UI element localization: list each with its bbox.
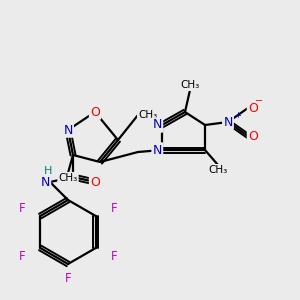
Text: F: F: [111, 202, 117, 214]
Text: +: +: [234, 111, 241, 120]
Text: O: O: [248, 130, 258, 142]
Text: H: H: [44, 166, 52, 176]
Text: N: N: [40, 176, 50, 188]
Text: CH₃: CH₃: [138, 110, 157, 120]
Text: O: O: [90, 176, 100, 188]
Text: F: F: [19, 250, 25, 262]
Text: CH₃: CH₃: [208, 165, 228, 175]
Text: O: O: [248, 101, 258, 115]
Text: N: N: [63, 124, 73, 136]
Text: F: F: [19, 202, 25, 214]
Text: O: O: [90, 106, 100, 118]
Text: N: N: [153, 143, 162, 157]
Text: N: N: [153, 118, 162, 131]
Text: N: N: [223, 116, 233, 128]
Text: CH₃: CH₃: [180, 80, 200, 90]
Text: F: F: [111, 250, 117, 262]
Text: CH₃: CH₃: [58, 173, 78, 183]
Text: F: F: [65, 272, 71, 286]
Text: −: −: [255, 96, 263, 106]
